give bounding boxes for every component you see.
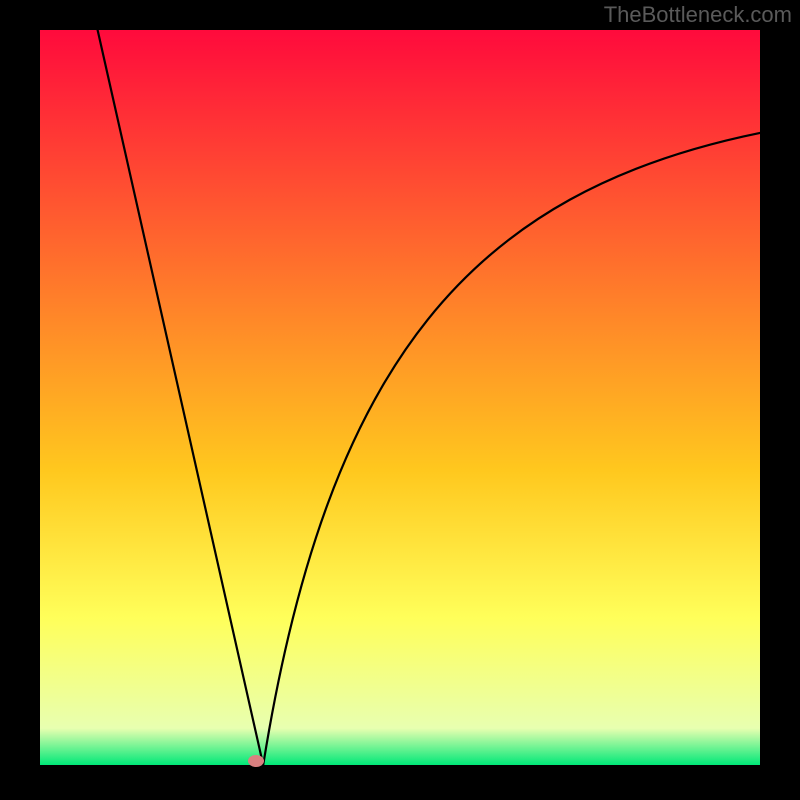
chart-container: TheBottleneck.com [0, 0, 800, 800]
plot-area [40, 30, 760, 765]
watermark-text: TheBottleneck.com [604, 2, 792, 28]
bottleneck-curve [98, 30, 760, 765]
minimum-marker [248, 755, 264, 767]
curve-svg [40, 30, 760, 765]
